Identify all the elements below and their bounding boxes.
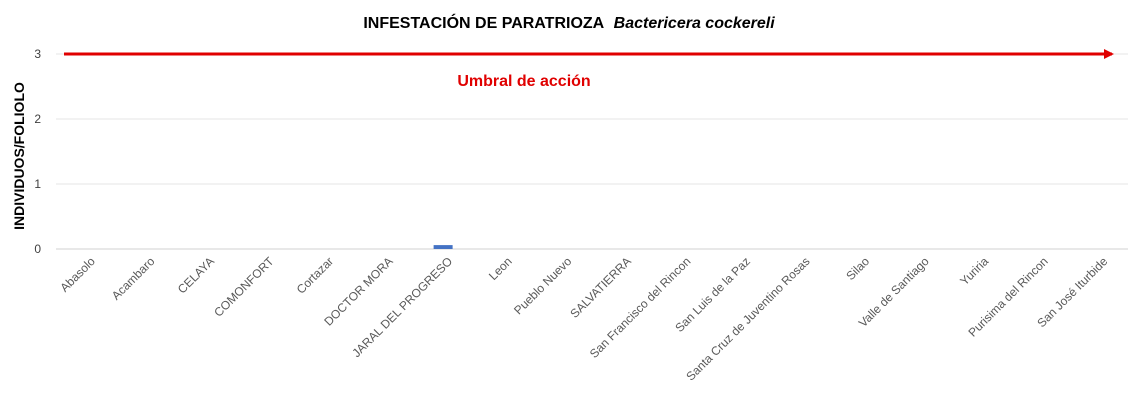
x-tick-label: CELAYA (175, 254, 217, 296)
x-tick-label: COMONFORT (211, 254, 277, 320)
chart-title: INFESTACIÓN DE PARATRIOZA Bactericera co… (363, 13, 775, 32)
x-tick-label: Abasolo (57, 254, 98, 295)
gridlines (56, 53, 1128, 250)
bars (433, 245, 453, 249)
x-tick-label: Acambaro (109, 254, 158, 303)
y-tick-label: 3 (34, 47, 41, 61)
x-tick-label: JARAL DEL PROGRESO (349, 254, 455, 360)
x-tick-label: San Francisco del Rincon (587, 254, 694, 361)
x-tick-label: Pueblo Nuevo (511, 254, 574, 317)
y-tick-label: 1 (34, 177, 41, 191)
y-axis-label: INDIVIDUOS/FOLIOLO (11, 82, 27, 230)
x-tick-label: Silao (843, 254, 872, 283)
y-tick-label: 2 (34, 112, 41, 126)
x-tick-label: Cortazar (294, 254, 336, 296)
bar-jaral-del-progreso (433, 245, 453, 249)
threshold-label: Umbral de acción (457, 73, 590, 90)
chart-title-main: INFESTACIÓN DE PARATRIOZA (363, 13, 604, 32)
y-tick-label: 0 (34, 242, 41, 256)
x-tick-label: Leon (486, 254, 515, 283)
y-axis-ticks: 0 1 2 3 (34, 47, 41, 256)
x-tick-label: Yuriria (957, 254, 991, 288)
x-tick-label: SALVATIERRA (567, 254, 633, 320)
chart-title-species: Bactericera cockereli (614, 15, 776, 32)
x-tick-label: Santa Cruz de Juventino Rosas (683, 254, 812, 383)
